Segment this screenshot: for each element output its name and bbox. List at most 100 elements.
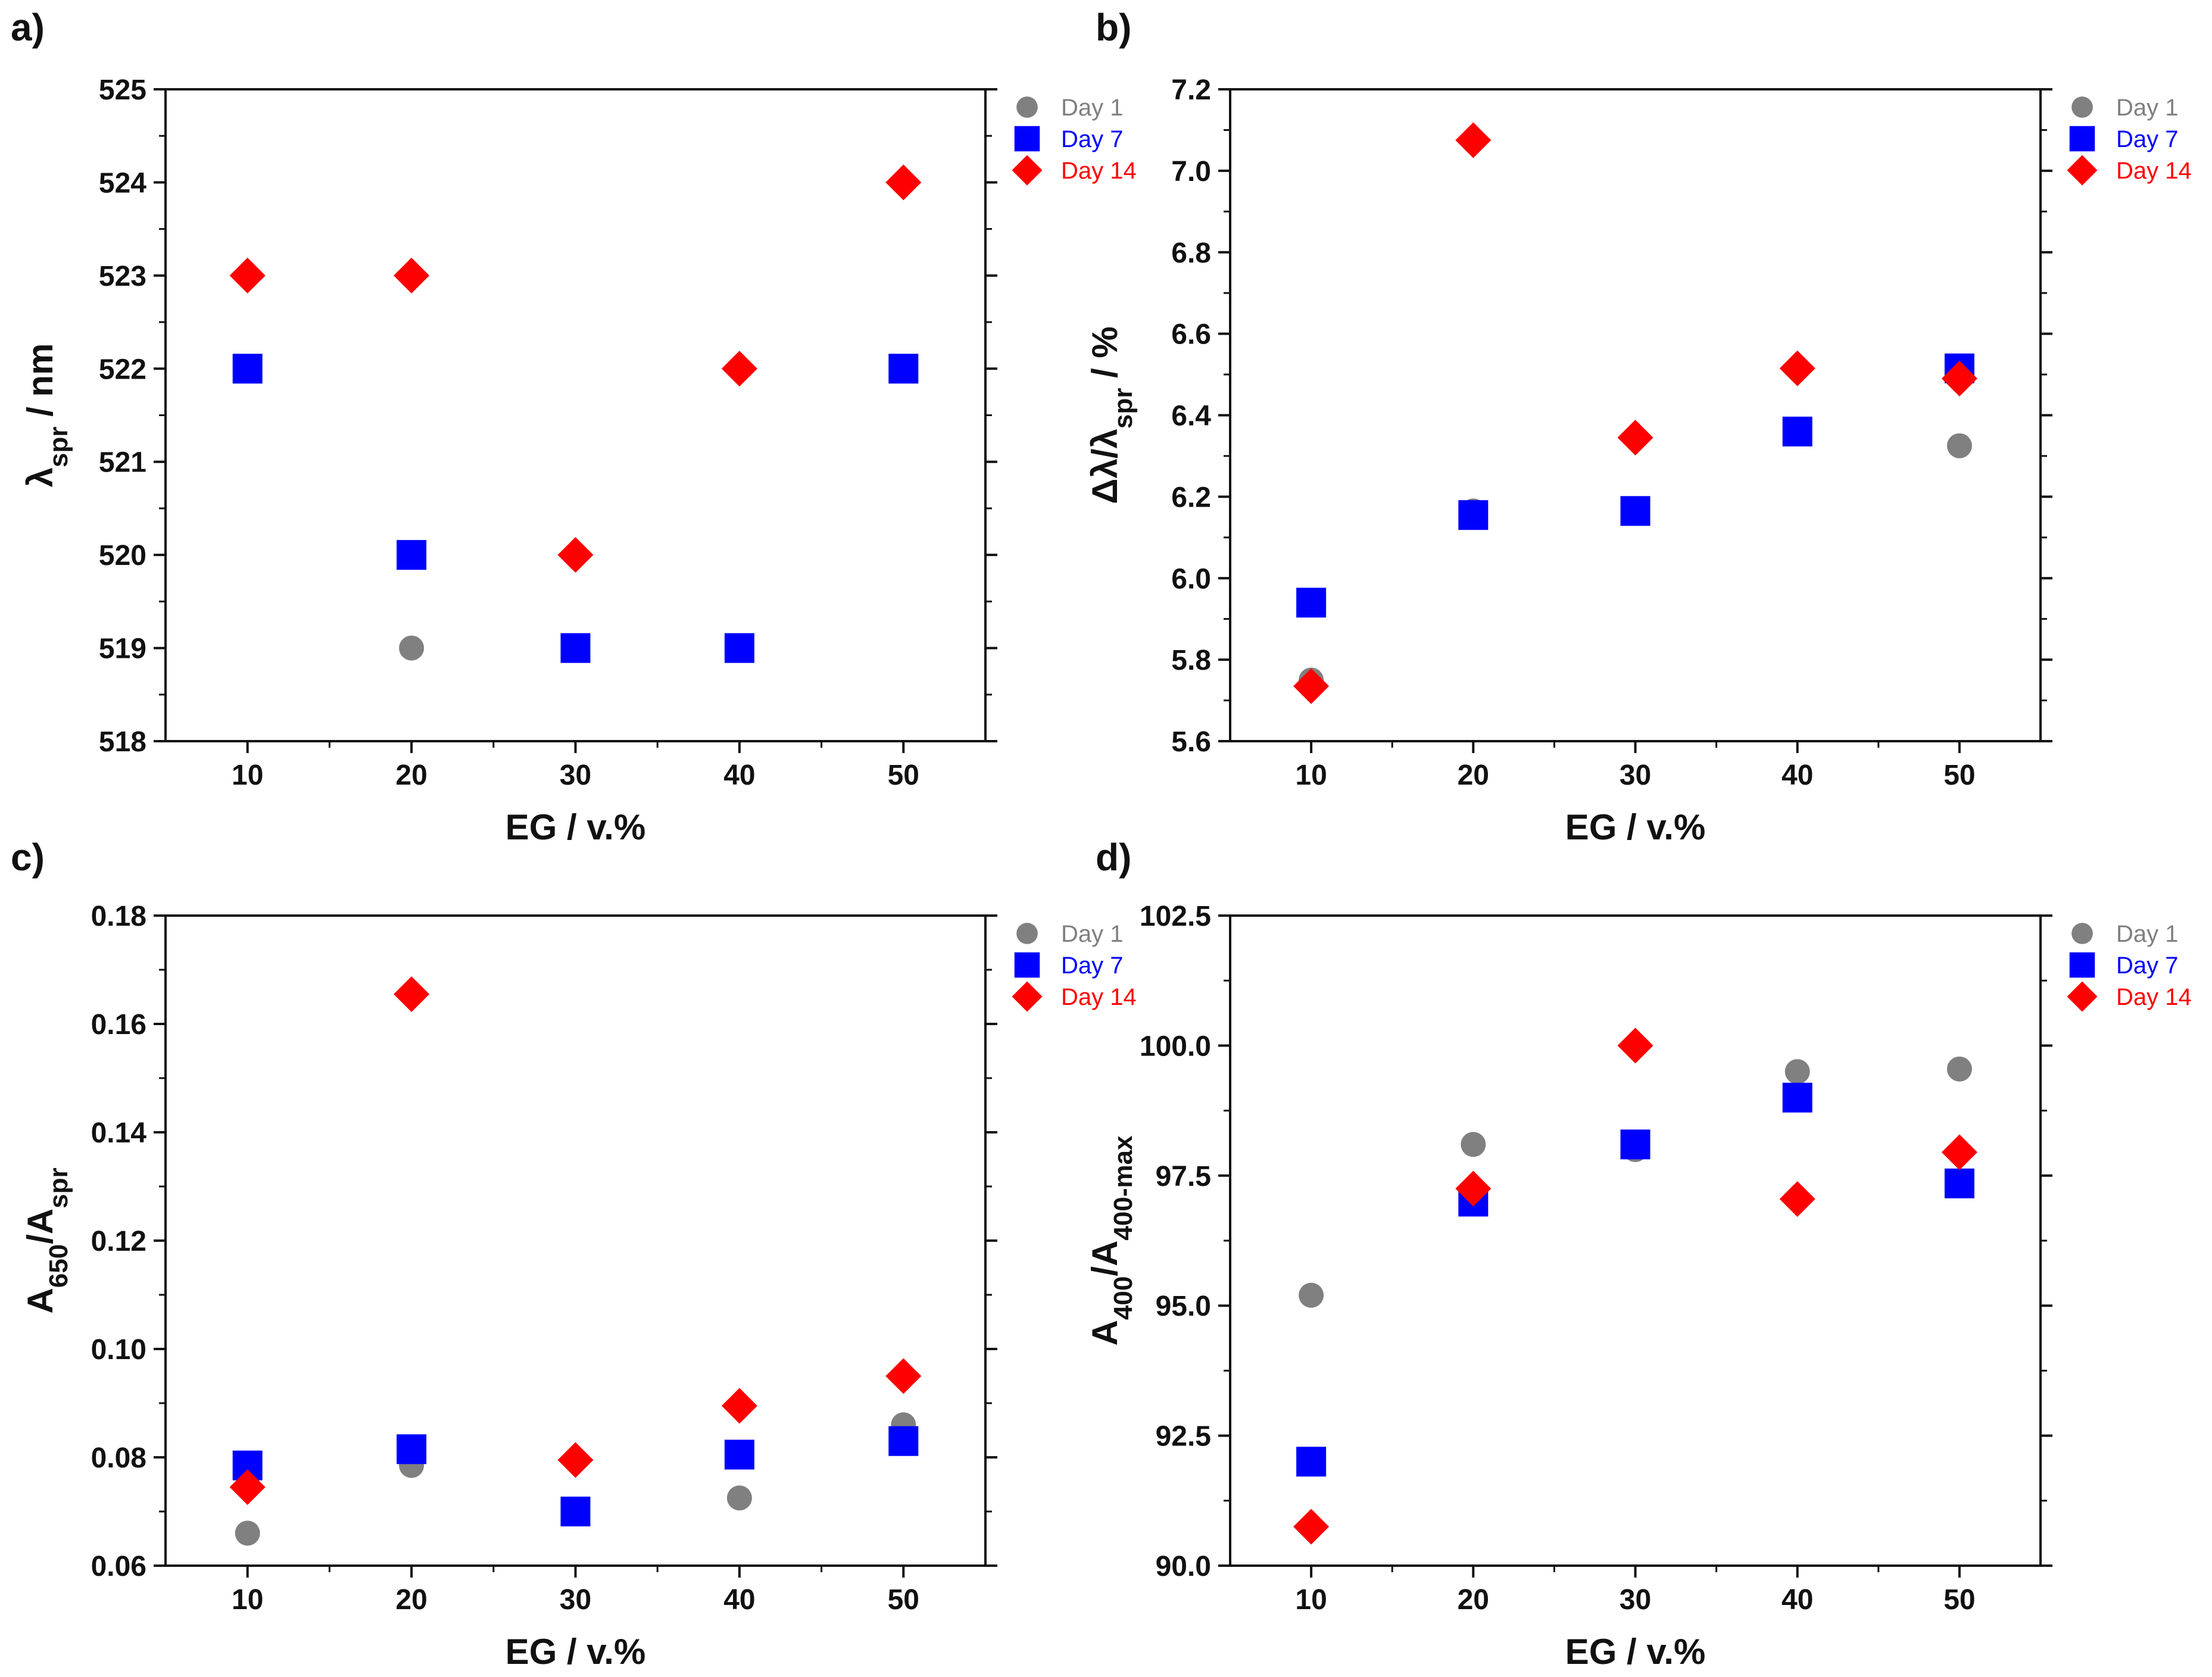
legend-marker-square [1014, 126, 1040, 152]
y-tick-label: 524 [99, 167, 146, 199]
x-tick-label: 50 [888, 760, 919, 791]
x-tick-label: 10 [232, 1584, 263, 1616]
point-day-14 [1779, 1181, 1815, 1217]
x-axis-title: EG / v.% [506, 807, 646, 847]
point-day-7 [397, 540, 427, 570]
chart-panel-2: b) 10 20 30 40 50 5.6 5.8 6.0 6.2 6.4 6.6 6.8 7.0 7.2 E… [1085, 6, 2192, 847]
y-tick-label: 90.0 [1156, 1551, 1211, 1582]
x-tick-label: 50 [1943, 1584, 1975, 1616]
panel-letter: b) [1096, 6, 1131, 49]
legend-marker-diamond [1012, 155, 1043, 186]
y-tick-label: 7.0 [1171, 156, 1211, 188]
legend-label: Day 1 [1061, 921, 1124, 947]
point-day-14 [1617, 1028, 1653, 1064]
legend-marker-square [2069, 952, 2095, 978]
legend-marker-square [1014, 952, 1040, 978]
point-day-7 [560, 633, 591, 663]
legend-label: Day 14 [2116, 158, 2192, 184]
point-day-7 [232, 354, 263, 384]
legend-label: Day 1 [2116, 921, 2179, 947]
point-day-14 [1455, 1170, 1492, 1207]
point-day-7 [397, 1434, 427, 1464]
point-day-7 [1782, 1082, 1812, 1113]
y-tick-label: 0.12 [91, 1226, 146, 1257]
x-tick-label: 40 [1782, 1584, 1813, 1616]
point-day-1 [1461, 1132, 1486, 1157]
y-tick-label: 0.16 [91, 1009, 146, 1041]
legend-label: Day 7 [2116, 953, 2179, 979]
y-tick-label: 521 [99, 447, 146, 479]
point-day-14 [1455, 122, 1492, 158]
point-day-1 [1946, 1056, 1972, 1082]
legend-label: Day 14 [1061, 984, 1137, 1010]
chart-panel-3: c) 10 20 30 40 50 0.06 0.08 0.10 0.12 0.14 0.16 0.18… [11, 836, 1137, 1672]
point-day-14 [721, 1388, 757, 1424]
plot-frame [1229, 914, 2042, 1567]
y-tick-label: 6.0 [1171, 563, 1211, 595]
y-tick-label: 520 [99, 540, 146, 572]
legend-label: Day 7 [1061, 126, 1124, 152]
point-day-14 [885, 1358, 922, 1394]
point-day-14 [1293, 668, 1330, 704]
legend-label: Day 7 [1061, 953, 1124, 979]
point-day-14 [1941, 1134, 1977, 1170]
y-tick-label: 100.0 [1140, 1030, 1211, 1062]
y-tick-label: 0.18 [91, 901, 146, 932]
point-day-7 [1458, 500, 1489, 530]
x-tick-label: 20 [1458, 760, 1489, 791]
y-tick-label: 525 [99, 74, 146, 106]
point-day-1 [1784, 1059, 1810, 1085]
point-day-14 [1293, 1509, 1330, 1545]
y-tick-label: 518 [99, 726, 146, 758]
legend-label: Day 14 [1061, 158, 1137, 184]
point-day-14 [394, 976, 430, 1012]
point-day-1 [726, 1485, 752, 1511]
panel-letter: a) [11, 6, 45, 49]
y-tick-label: 102.5 [1140, 901, 1211, 932]
y-tick-label: 6.4 [1171, 401, 1211, 432]
x-tick-label: 40 [723, 760, 755, 791]
x-tick-label: 20 [1458, 1584, 1489, 1616]
x-tick-label: 30 [560, 1584, 591, 1616]
y-axis-title: A650/Aspr [20, 1167, 73, 1313]
point-day-1 [235, 1520, 260, 1546]
point-day-7 [724, 1439, 754, 1470]
x-tick-label: 20 [395, 1584, 427, 1616]
point-day-14 [557, 1442, 594, 1478]
point-day-7 [1620, 496, 1651, 526]
x-tick-label: 40 [1782, 760, 1813, 791]
y-tick-label: 5.6 [1171, 726, 1211, 758]
x-tick-label: 40 [723, 1584, 755, 1616]
point-day-7 [560, 1497, 591, 1526]
y-tick-label: 0.08 [91, 1442, 146, 1474]
x-tick-label: 20 [395, 760, 427, 791]
y-tick-label: 7.2 [1171, 74, 1211, 106]
point-day-7 [888, 354, 919, 384]
x-axis-title: EG / v.% [506, 1632, 646, 1672]
legend-marker-circle [1016, 923, 1038, 944]
y-tick-label: 6.8 [1171, 238, 1211, 269]
y-tick-label: 6.6 [1171, 319, 1211, 351]
x-axis-title: EG / v.% [1565, 807, 1706, 847]
y-tick-label: 523 [99, 261, 146, 292]
legend-label: Day 1 [1061, 95, 1124, 121]
point-day-14 [1617, 420, 1653, 456]
legend-marker-square [2069, 126, 2095, 152]
y-tick-label: 0.06 [91, 1551, 146, 1582]
y-tick-label: 0.14 [91, 1117, 147, 1149]
legend-marker-circle [2071, 96, 2093, 118]
x-tick-label: 10 [1295, 1584, 1327, 1616]
point-day-14 [721, 351, 757, 387]
point-day-7 [888, 1426, 919, 1456]
chart-panel-1: a) 10 20 30 40 50 518 519 520 521 522 523 524 525 EG /… [11, 6, 1137, 847]
point-day-1 [1946, 433, 1972, 458]
legend-marker-diamond [1012, 981, 1043, 1012]
x-tick-label: 10 [232, 760, 263, 791]
legend-label: Day 7 [2116, 126, 2179, 152]
legend-marker-circle [1016, 96, 1038, 118]
x-tick-label: 30 [1620, 1584, 1651, 1616]
point-day-14 [229, 1469, 266, 1506]
legend-label: Day 14 [2116, 984, 2192, 1010]
x-tick-label: 50 [1943, 760, 1975, 791]
